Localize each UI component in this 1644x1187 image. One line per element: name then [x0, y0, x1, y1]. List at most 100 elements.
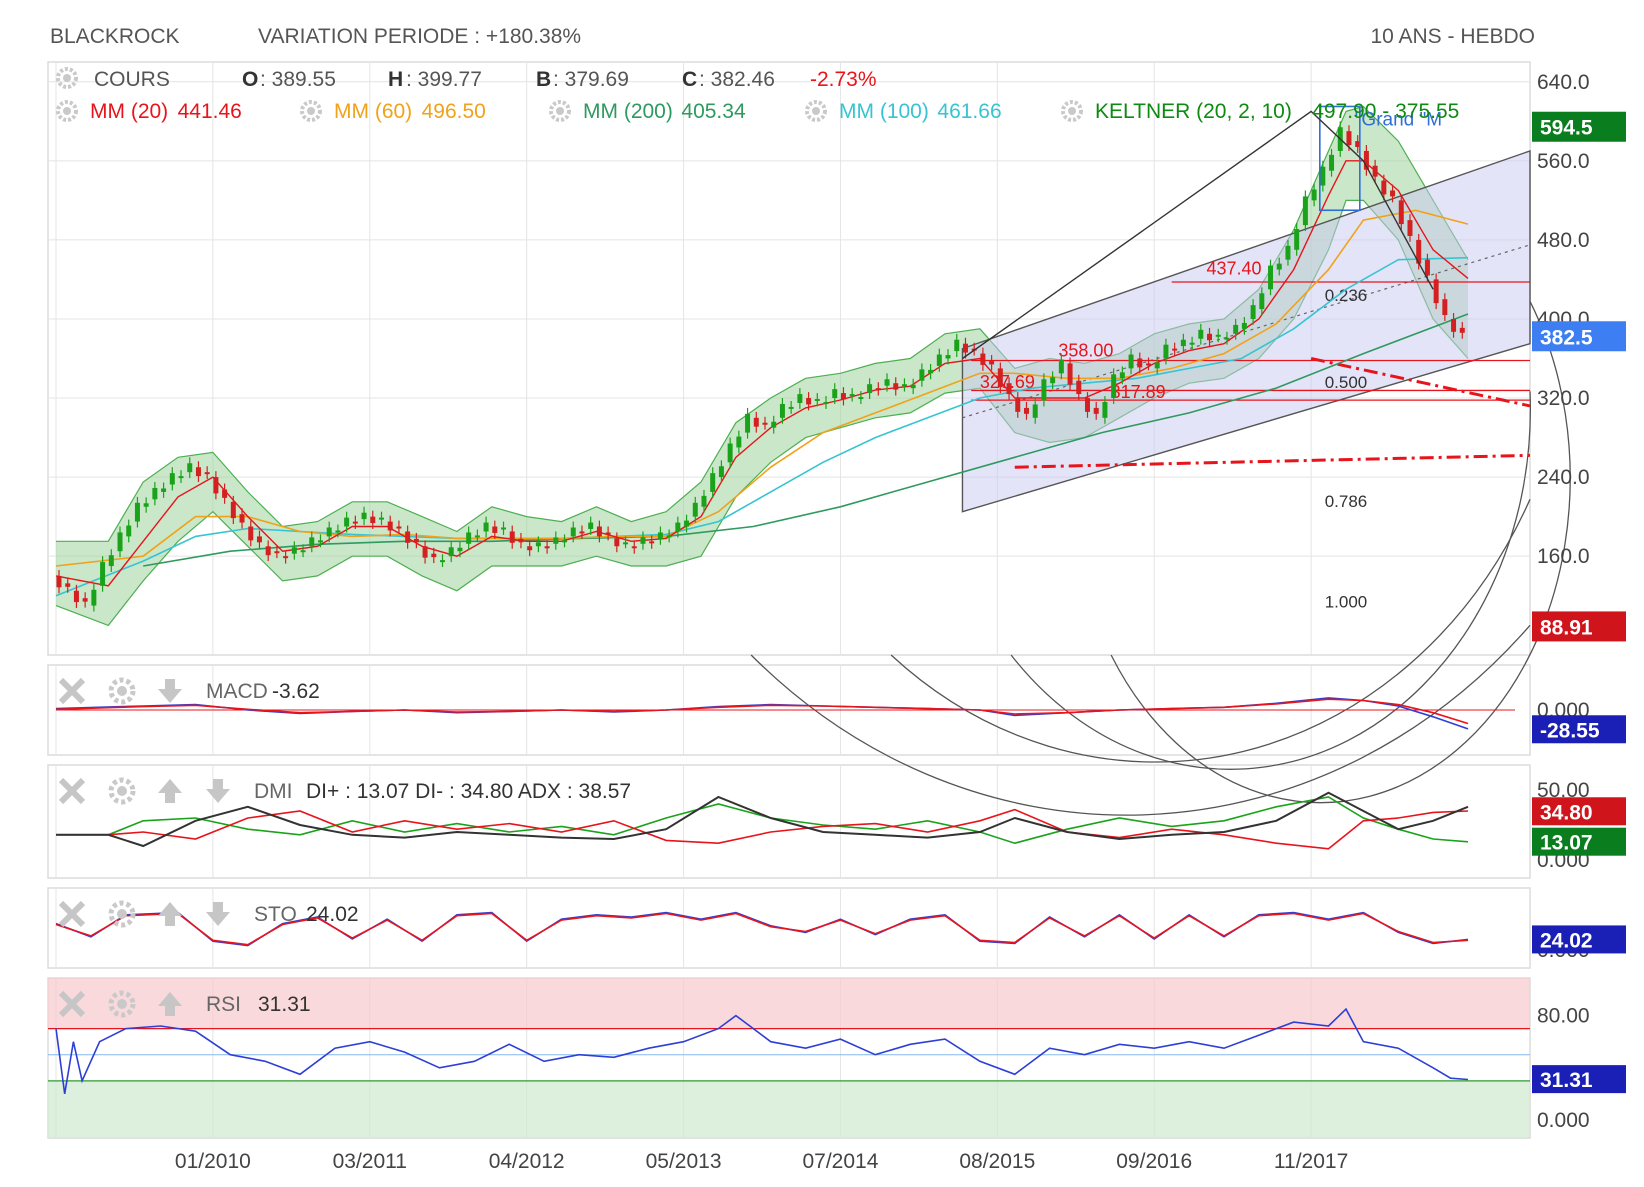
mm200-line [143, 313, 1469, 567]
overlay-settings-gear-icon[interactable] [56, 100, 78, 122]
candle-body [1329, 154, 1335, 171]
panel-rsi: RSI 31.31 [48, 978, 1530, 1138]
panel-frame-2 [47, 764, 1531, 879]
gear-icon[interactable] [108, 900, 136, 928]
overlay-legend: MM (20) 441.46 MM (60) 496.50 MM (200) 405.34… [56, 100, 1459, 123]
panel-macd: MACD -3.62 [55, 677, 1515, 730]
high-key: H [388, 68, 403, 91]
indicator-badge: 34.80 [1532, 797, 1626, 826]
up-arrow-icon[interactable] [158, 992, 182, 1016]
candle-body [1146, 363, 1152, 366]
candle-body [1381, 180, 1387, 195]
candle-body [657, 532, 663, 539]
overlay-settings-gear-icon[interactable] [1061, 100, 1083, 122]
candle-body [65, 583, 71, 587]
candle-body [893, 383, 899, 390]
down-arrow-icon[interactable] [206, 902, 230, 926]
candle-body [1250, 305, 1256, 319]
candle-body [1241, 322, 1247, 329]
candle-body [1276, 263, 1282, 270]
up-arrow-icon[interactable] [158, 779, 182, 803]
candle-body [82, 598, 88, 602]
channel-midline [962, 244, 1531, 419]
candle-body [204, 472, 210, 475]
close-value: : 382.46 [699, 68, 775, 91]
candle-body [867, 384, 873, 394]
close-icon[interactable] [58, 990, 86, 1018]
badge-text: 88.91 [1540, 616, 1593, 639]
candle-body [100, 562, 106, 586]
candle-body [1154, 362, 1160, 369]
close-icon[interactable] [58, 900, 86, 928]
indicator-title: MACD [206, 680, 268, 703]
down-arrow [206, 779, 230, 803]
gear-icon[interactable] [108, 677, 136, 705]
overlay-3: MM (100) 461.66 [805, 100, 1002, 123]
overlay-label: MM (60) [334, 100, 412, 123]
close-icon[interactable] [58, 777, 86, 805]
overlay-settings-gear-icon[interactable] [805, 100, 827, 122]
candle-body [265, 546, 271, 556]
fib-label: 0.786 [1325, 492, 1368, 511]
up-arrow-icon[interactable] [158, 902, 182, 926]
candle-body [474, 535, 480, 538]
low-key: B [536, 68, 551, 91]
gear-ring [1061, 100, 1083, 122]
candle-body [1172, 348, 1178, 351]
badge-bg [1532, 715, 1626, 744]
candle-body [317, 540, 323, 543]
candle-body [134, 502, 140, 522]
candle-body [753, 417, 759, 427]
gear-hub [63, 107, 71, 115]
indicator-badge: 24.02 [1532, 925, 1626, 954]
candle-body [1207, 333, 1213, 341]
gear-hub [1068, 107, 1076, 115]
gear-ring [108, 777, 136, 805]
candle-body [161, 488, 167, 492]
candle-body [352, 521, 358, 524]
gear-ring [108, 900, 136, 928]
down-arrow-icon[interactable] [206, 779, 230, 803]
candle-body [1451, 318, 1457, 332]
overlay-settings-gear-icon[interactable] [300, 100, 322, 122]
candle-body [675, 522, 681, 532]
overlay-settings-gear-icon[interactable] [549, 100, 571, 122]
candle-body [535, 542, 541, 547]
candle-body [1294, 229, 1300, 250]
overlay-label: MM (20) [90, 100, 168, 123]
candle-body [962, 343, 968, 353]
gear-icon[interactable] [108, 777, 136, 805]
overlay-1: MM (60) 496.50 [300, 100, 486, 123]
candle-body [849, 394, 855, 397]
rsi-oversold-zone [48, 1080, 1530, 1138]
candle-body [997, 368, 1003, 388]
candle-body [1416, 239, 1422, 264]
close-icon[interactable] [58, 677, 86, 705]
candle-body [928, 369, 934, 374]
badge-text: 31.31 [1540, 1069, 1593, 1092]
open-key: O [242, 68, 258, 91]
candle-body [1442, 299, 1448, 316]
down-arrow [158, 679, 182, 703]
candle-body [492, 526, 498, 533]
fib-arc [1110, 301, 1571, 804]
overlay-value: 497.90 - 375.55 [1312, 100, 1459, 123]
candle-body [901, 384, 907, 387]
indicator-badge: 31.31 [1532, 1065, 1626, 1094]
grand-m-label: "Grand "M [1355, 109, 1442, 130]
panel-frame-0 [47, 61, 1531, 656]
candle-body [370, 516, 376, 524]
badge-text: 13.07 [1540, 832, 1593, 855]
badge-bg [1532, 1065, 1626, 1094]
gear-icon[interactable] [108, 990, 136, 1018]
down-arrow-icon[interactable] [158, 679, 182, 703]
overlay-label: KELTNER (20, 2, 10) [1095, 100, 1292, 123]
candle-body [300, 550, 306, 553]
quote-settings-gear-icon[interactable] [56, 67, 78, 89]
y-tick-label: 50.00 [1537, 779, 1590, 802]
gear-hub [556, 107, 564, 115]
candle-body [858, 397, 864, 400]
y-tick-label: 0.000 [1537, 1109, 1590, 1132]
